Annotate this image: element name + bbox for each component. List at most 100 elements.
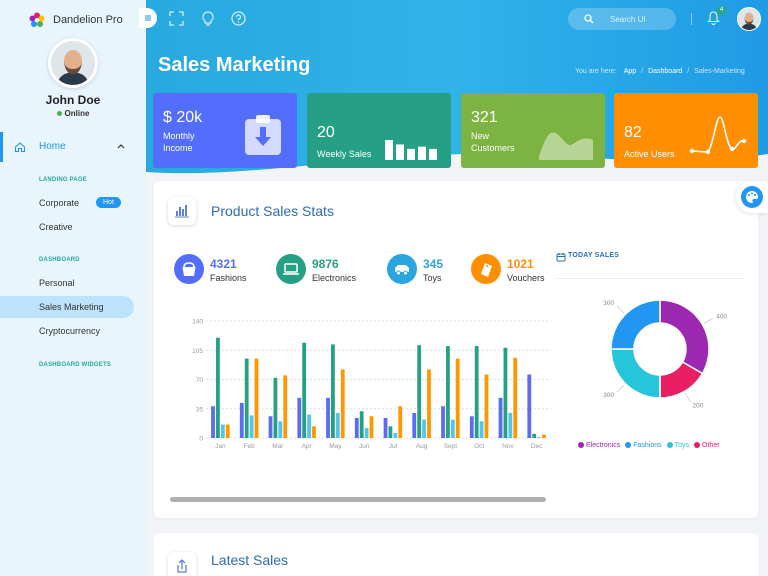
y-tick-label: 35 [196, 406, 204, 413]
y-tick-label: 70 [196, 377, 204, 384]
stat-label: Weekly Sales [317, 149, 372, 159]
section-title-landing: LANDING PAGE [39, 177, 87, 183]
metric-value: 4321 [210, 257, 237, 271]
user-photo-small [738, 8, 760, 30]
section-title-widgets[interactable]: DASHBOARD WIDGETS [39, 362, 112, 368]
slice-value-label: 300 [603, 300, 614, 307]
search-box[interactable] [568, 8, 676, 30]
bar [216, 337, 220, 438]
breadcrumb-app[interactable]: App [623, 68, 637, 75]
breadcrumb: You are here: App / Dashboard / Sales-Ma… [575, 68, 745, 75]
avatar[interactable] [48, 38, 98, 88]
slice-leader-line [616, 305, 625, 314]
legend-dot [625, 442, 632, 449]
sidebar-item-creative[interactable]: Creative [0, 216, 134, 238]
bar [283, 375, 288, 438]
search-input[interactable] [610, 12, 670, 26]
sidebar-item-label: Corporate [39, 198, 80, 208]
sidebar-item-home[interactable]: Home [0, 132, 146, 162]
bar [455, 358, 460, 438]
legend-dot [578, 442, 584, 449]
bar [542, 434, 546, 438]
donut-slice [659, 299, 710, 375]
bar [450, 419, 455, 438]
page-title: Sales Marketing [158, 54, 311, 76]
x-tick-label: Apr [302, 443, 313, 450]
bar [484, 374, 489, 438]
bar [503, 347, 508, 438]
chart-scrollbar[interactable] [170, 497, 546, 502]
palette-icon [746, 191, 758, 203]
bar [532, 433, 537, 438]
y-tick-label: 140 [192, 319, 203, 326]
bar [268, 416, 273, 438]
sidebar-item-label: Cryptocurrency [39, 326, 101, 336]
stat-value: 20 [317, 124, 335, 141]
bar [225, 424, 230, 438]
legend-item[interactable]: Electronics [578, 442, 620, 449]
x-tick-label: Mar [272, 443, 284, 450]
sidebar-item-sales-marketing[interactable]: Sales Marketing [0, 296, 134, 318]
theme-settings-button[interactable] [736, 181, 768, 213]
breadcrumb-sep: / [641, 68, 644, 75]
bar [254, 358, 259, 438]
user-status: Online [0, 109, 146, 118]
bar [498, 397, 503, 438]
legend-item[interactable]: Toys [666, 442, 689, 449]
x-tick-label: Feb [244, 443, 256, 450]
user-photo [51, 41, 95, 85]
upload-icon [177, 559, 187, 573]
legend-item[interactable]: Other [694, 442, 720, 449]
menu-icon [145, 15, 151, 21]
breadcrumb-sep: / [687, 68, 690, 75]
x-tick-label: Sept [444, 443, 458, 450]
x-tick-label: Nov [502, 443, 514, 450]
help-icon[interactable] [231, 11, 246, 26]
bar [398, 406, 403, 438]
today-sales-donut-chart: 400 200 300 300 [603, 299, 728, 409]
section-title-dashboard: DASHBOARD [39, 257, 80, 263]
stat-card-weekly-sales[interactable]: 20 Weekly Sales [307, 93, 451, 168]
bar [312, 426, 316, 438]
sidebar-item-cryptocurrency[interactable]: Cryptocurrency [0, 320, 134, 342]
bar [239, 402, 244, 438]
legend-item[interactable]: Fashions [625, 442, 662, 449]
bar [302, 342, 307, 438]
slice-leader-line [616, 384, 625, 393]
sidebar-item-home-label: Home [39, 141, 66, 152]
bar [474, 346, 479, 438]
menu-toggle-button[interactable] [139, 8, 157, 28]
stat-label: New Customers [471, 131, 515, 153]
chevron-up-icon[interactable] [117, 143, 125, 149]
lightbulb-icon[interactable] [201, 11, 215, 27]
stat-value: $ 20k [163, 109, 203, 126]
fullscreen-icon[interactable] [169, 11, 184, 26]
breadcrumb-dashboard[interactable]: Dashboard [648, 68, 683, 75]
hot-badge: Hot [96, 197, 121, 208]
sidebar-item-corporate[interactable]: Corporate Hot [0, 192, 134, 214]
stat-card-new-customers[interactable]: 321 New Customers [461, 93, 605, 168]
card-icon-box [168, 197, 196, 225]
today-sales-icon [556, 253, 566, 262]
x-tick-label: Jul [389, 443, 398, 450]
brand[interactable]: Dandelion Pro [29, 12, 123, 28]
stat-card-income[interactable]: $ 20k Monthly Income [153, 93, 297, 168]
slice-value-label: 300 [603, 392, 614, 399]
x-tick-label: Dec [531, 443, 543, 450]
stat-card-active-users[interactable]: 82 Active Users [614, 93, 758, 168]
bar [383, 417, 388, 438]
user-name: John Doe [45, 93, 101, 107]
header-avatar[interactable] [737, 7, 761, 31]
x-tick-label: May [329, 443, 342, 450]
bar [422, 419, 426, 438]
sidebar-item-label: Personal [39, 278, 75, 288]
card-title: Product Sales Stats [211, 203, 334, 219]
bar [417, 345, 422, 438]
sidebar-item-label: Creative [39, 222, 73, 232]
metric-value: 9876 [312, 257, 339, 271]
bar [369, 416, 374, 438]
bar [527, 374, 532, 438]
bar [307, 414, 311, 438]
weekly-bar [418, 146, 426, 160]
sidebar-item-personal[interactable]: Personal [0, 272, 134, 294]
